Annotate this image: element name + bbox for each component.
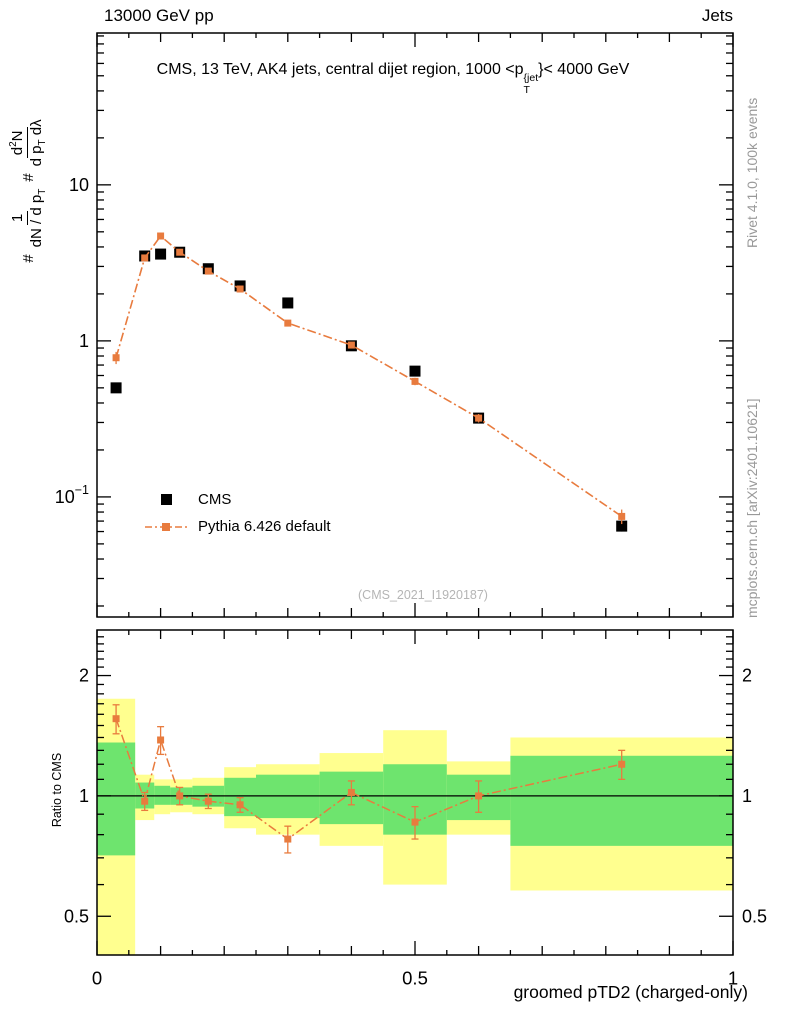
ratio-mc-marker: [141, 797, 149, 805]
tick-label: 0.5: [402, 968, 428, 989]
plot-title-sub: T: [523, 83, 530, 96]
legend-label-pythia: Pythia 6.426 default: [198, 518, 331, 535]
tick-label: 1: [742, 786, 752, 806]
plot-title-post: }< 4000 GeV: [538, 61, 630, 78]
pythia-marker: [112, 354, 120, 362]
hash-symbol: #: [20, 254, 37, 263]
den-text: dN / d p: [27, 194, 45, 248]
pythia-marker: [157, 232, 165, 240]
pythia-marker: [284, 319, 292, 327]
ratio-mc-marker: [157, 736, 165, 744]
tick-label: 1: [79, 331, 89, 351]
main-y-axis-label: # 1 dN / d pT # d2N d pT dλ: [8, 26, 49, 356]
cms-marker-icon: [142, 494, 190, 505]
pt-jet-sup-sub: {jet T: [523, 72, 539, 96]
black-square-icon: [160, 494, 172, 505]
pythia-marker: [141, 254, 149, 262]
ratio-mc-line: [115, 718, 622, 840]
tick-label: 0.5: [64, 906, 89, 926]
observable-fraction: d2N d pT dλ: [8, 119, 49, 166]
fraction-denominator: d pT dλ: [28, 119, 49, 166]
fraction-numerator: 1: [8, 210, 28, 226]
legend-orange-square: [162, 522, 170, 531]
dashdot-line-square-icon: [145, 522, 187, 531]
ratio-mc-marker: [112, 715, 120, 723]
x-axis-label: groomed pTD2 (charged-only): [513, 982, 748, 1002]
pythia-marker: [204, 267, 212, 275]
tick-label: 2: [79, 666, 89, 686]
beam-energy-label: 13000 GeV pp: [104, 6, 214, 25]
ratio-mc-marker: [236, 801, 244, 809]
mcplots-arxiv-note: mcplots.cern.ch [arXiv:2401.10621]: [744, 398, 760, 618]
den-text: dλ: [28, 119, 45, 140]
num-sup: 2: [8, 141, 19, 147]
analysis-id-watermark: (CMS_2021_I1920187): [358, 588, 488, 602]
legend-item-pythia: Pythia 6.426 default: [142, 513, 331, 540]
num-text: d: [9, 146, 26, 156]
ratio-mc-series: [112, 704, 626, 854]
tick-label: 0: [92, 968, 102, 989]
plot-title-pre: CMS, 13 TeV, AK4 jets, central dijet reg…: [156, 61, 524, 78]
plot-title: CMS, 13 TeV, AK4 jets, central dijet reg…: [0, 61, 786, 96]
num-text: N: [9, 130, 26, 142]
ratio-mc-marker: [204, 797, 212, 805]
fraction-denominator: dN / d pT: [28, 189, 49, 248]
ratio-mc-marker: [411, 818, 419, 826]
plot-title-sup: {jet: [523, 72, 539, 84]
tick-label: 0.5: [742, 906, 767, 926]
cms-data-marker: [155, 248, 167, 260]
green-band: [154, 785, 171, 805]
ratio-mc-marker: [284, 835, 292, 843]
pythia-marker-icon: [142, 520, 190, 534]
legend-label-cms: CMS: [198, 491, 232, 508]
cms-data-marker: [616, 520, 628, 532]
pythia-marker: [236, 285, 244, 293]
tick-label: 10−1: [55, 483, 89, 507]
fraction-numerator: d2N: [8, 127, 28, 159]
green-band: [97, 742, 136, 856]
tick-label: 2: [742, 666, 752, 686]
ratio-mc-marker: [347, 788, 355, 796]
rivet-version-note: Rivet 4.1.0, 100k events: [744, 97, 760, 248]
pythia-line: [115, 234, 623, 518]
normalization-fraction: 1 dN / d pT: [8, 189, 49, 248]
cms-data-marker: [409, 365, 421, 377]
hash-symbol: #: [20, 173, 37, 182]
legend-item-cms: CMS: [142, 486, 331, 513]
ratio-mc-marker: [475, 792, 483, 800]
den-sub: T: [37, 139, 48, 146]
pythia-marker: [411, 377, 419, 385]
ratio-mc-marker: [618, 760, 626, 768]
process-label: Jets: [701, 6, 733, 25]
den-text: d p: [28, 145, 45, 167]
pythia-marker: [176, 248, 184, 256]
tick-label: 1: [728, 968, 738, 989]
ratio-y-axis-label: Ratio to CMS: [50, 752, 64, 828]
tick-label: 10: [69, 175, 89, 195]
legend: CMS Pythia 6.426 default: [142, 486, 331, 540]
cms-data-marker: [282, 297, 294, 309]
axis-ticks: 10 1 10−1 0 0.5 1 2 2 1 1 0.5 0.5: [55, 33, 767, 989]
cms-data-marker: [110, 382, 122, 394]
pythia-marker: [475, 414, 483, 422]
tick-label: 1: [79, 786, 89, 806]
pythia-series: [112, 232, 626, 525]
pythia-marker: [618, 512, 626, 520]
pythia-marker: [347, 341, 355, 349]
ratio-mc-marker: [176, 792, 184, 800]
den-sub: T: [36, 188, 48, 195]
